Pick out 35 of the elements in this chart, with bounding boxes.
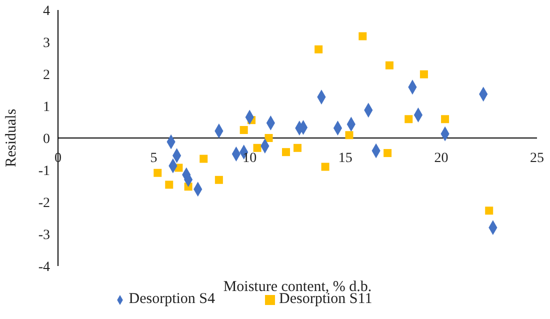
y-tick-label: -1 bbox=[38, 164, 50, 179]
point bbox=[154, 168, 162, 177]
point bbox=[345, 131, 354, 140]
point bbox=[264, 134, 273, 142]
point bbox=[321, 162, 330, 171]
point bbox=[240, 126, 248, 134]
point bbox=[384, 149, 392, 158]
legend-label: Desorption S4 bbox=[128, 291, 216, 307]
y-tick-label: -2 bbox=[38, 196, 50, 211]
x-tick-label: 15 bbox=[338, 151, 352, 166]
point bbox=[253, 144, 262, 152]
y-tick-label: 4 bbox=[43, 4, 50, 19]
y-axis-title: Residuals bbox=[3, 108, 20, 168]
x-tick-label: 5 bbox=[150, 151, 158, 166]
x-tick-label: 25 bbox=[530, 151, 544, 166]
point bbox=[282, 148, 290, 156]
point bbox=[165, 180, 174, 189]
y-tick-label: -3 bbox=[38, 228, 50, 243]
point bbox=[358, 32, 367, 40]
y-tick-label: 1 bbox=[43, 100, 50, 115]
point bbox=[485, 206, 494, 215]
y-tick-label: 2 bbox=[43, 68, 50, 83]
x-tick-label: 10 bbox=[242, 151, 257, 166]
point bbox=[441, 115, 450, 124]
point bbox=[314, 45, 323, 54]
y-tick-label: 3 bbox=[43, 36, 50, 51]
point bbox=[214, 176, 223, 184]
y-tick-label: 0 bbox=[43, 132, 50, 147]
point bbox=[385, 61, 394, 70]
y-tick-label: -4 bbox=[38, 260, 50, 275]
point bbox=[420, 70, 428, 78]
point bbox=[294, 144, 302, 152]
point bbox=[404, 115, 413, 124]
x-tick-label: 20 bbox=[434, 151, 448, 166]
point bbox=[200, 154, 208, 163]
